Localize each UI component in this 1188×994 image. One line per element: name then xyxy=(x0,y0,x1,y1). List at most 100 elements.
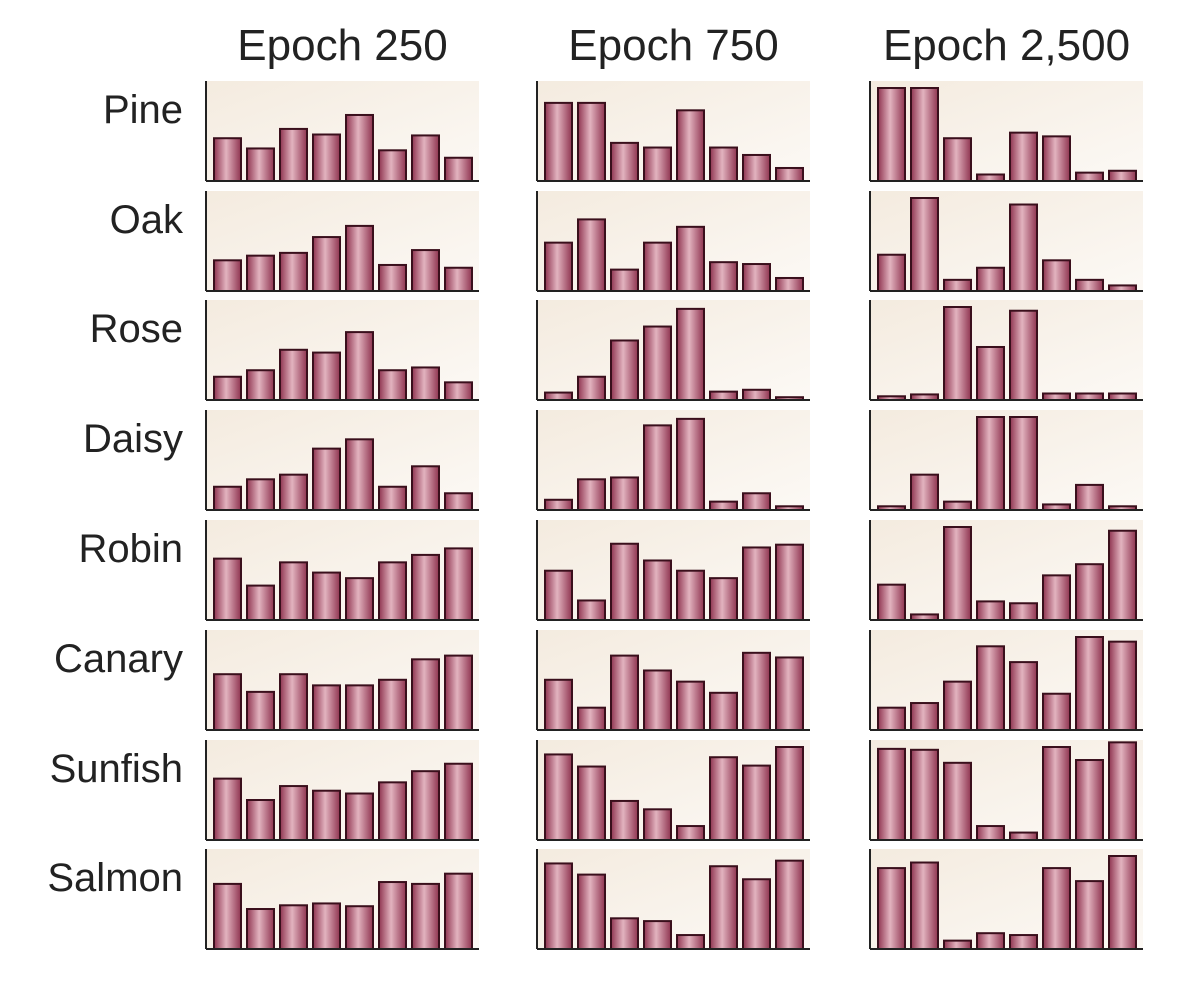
bar xyxy=(312,684,341,731)
bar xyxy=(246,584,275,622)
bar xyxy=(709,390,738,402)
bar xyxy=(444,266,473,292)
bar xyxy=(312,571,341,622)
bar xyxy=(742,388,771,401)
bar xyxy=(312,133,341,182)
bar xyxy=(709,865,738,950)
bar xyxy=(943,680,972,732)
bar xyxy=(709,577,738,622)
bar xyxy=(643,424,672,511)
bar xyxy=(976,932,1005,951)
row-label: Robin xyxy=(78,527,183,571)
bar xyxy=(312,789,341,842)
bar xyxy=(444,762,473,841)
bar xyxy=(742,878,771,950)
bar xyxy=(610,917,639,950)
bar xyxy=(676,417,705,511)
panel xyxy=(536,630,810,732)
bar xyxy=(378,781,407,842)
bar xyxy=(1009,416,1038,511)
bar xyxy=(279,673,308,732)
bar xyxy=(411,770,440,841)
panel xyxy=(205,410,479,512)
panel xyxy=(205,81,479,182)
bar xyxy=(312,902,341,950)
bar xyxy=(643,325,672,401)
bar xyxy=(910,748,939,841)
panel xyxy=(869,81,1143,183)
bar xyxy=(544,498,573,511)
bar xyxy=(577,478,606,511)
bar xyxy=(610,339,639,402)
panel xyxy=(869,520,1143,622)
panel xyxy=(869,849,1143,951)
bar xyxy=(1042,692,1071,731)
bar xyxy=(775,276,804,293)
bar xyxy=(345,438,374,512)
bar xyxy=(577,765,606,842)
bar xyxy=(643,241,672,292)
bar xyxy=(1108,741,1137,841)
bar xyxy=(1108,640,1137,732)
bar xyxy=(943,761,972,841)
bar xyxy=(1009,309,1038,401)
panel xyxy=(205,300,479,402)
bar xyxy=(1075,278,1104,292)
bar xyxy=(246,908,275,951)
bar xyxy=(1009,661,1038,731)
bar xyxy=(213,137,242,182)
bar xyxy=(709,146,738,183)
bar xyxy=(345,792,374,841)
bar xyxy=(976,266,1005,292)
bar xyxy=(544,753,573,841)
bar xyxy=(1009,602,1038,622)
panel xyxy=(536,191,810,293)
bar xyxy=(1108,169,1137,183)
bar xyxy=(279,904,308,950)
bar xyxy=(709,756,738,841)
bar xyxy=(544,569,573,622)
bar xyxy=(943,500,972,512)
bar xyxy=(279,561,308,622)
bar xyxy=(1042,867,1071,951)
panel xyxy=(205,520,479,622)
row-label: Canary xyxy=(54,637,183,681)
bar xyxy=(411,366,440,402)
bar xyxy=(775,656,804,732)
bar xyxy=(1075,171,1104,183)
bar xyxy=(976,345,1005,401)
bar xyxy=(411,134,440,182)
panel xyxy=(536,520,810,622)
bar xyxy=(1042,746,1071,841)
bar xyxy=(213,777,242,841)
bar xyxy=(246,478,275,511)
bar xyxy=(378,369,407,401)
bar xyxy=(610,141,639,182)
bar xyxy=(444,654,473,731)
bar xyxy=(411,465,440,512)
bar xyxy=(676,934,705,950)
bar xyxy=(577,101,606,182)
bar xyxy=(444,156,473,182)
bar xyxy=(676,109,705,182)
bar xyxy=(1009,131,1038,182)
bar xyxy=(279,785,308,841)
bar xyxy=(610,542,639,621)
bar xyxy=(213,882,242,951)
bar xyxy=(1075,880,1104,950)
bar xyxy=(312,447,341,511)
bar xyxy=(544,241,573,292)
bar xyxy=(444,872,473,950)
bar xyxy=(411,249,440,292)
panel xyxy=(205,630,479,732)
bar xyxy=(610,268,639,292)
bar xyxy=(643,920,672,950)
bar xyxy=(345,684,374,731)
bar xyxy=(877,583,906,621)
bar xyxy=(877,87,906,182)
bar xyxy=(577,599,606,621)
bar xyxy=(910,197,939,292)
bar xyxy=(246,254,275,293)
bar xyxy=(577,375,606,401)
bar xyxy=(910,473,939,512)
